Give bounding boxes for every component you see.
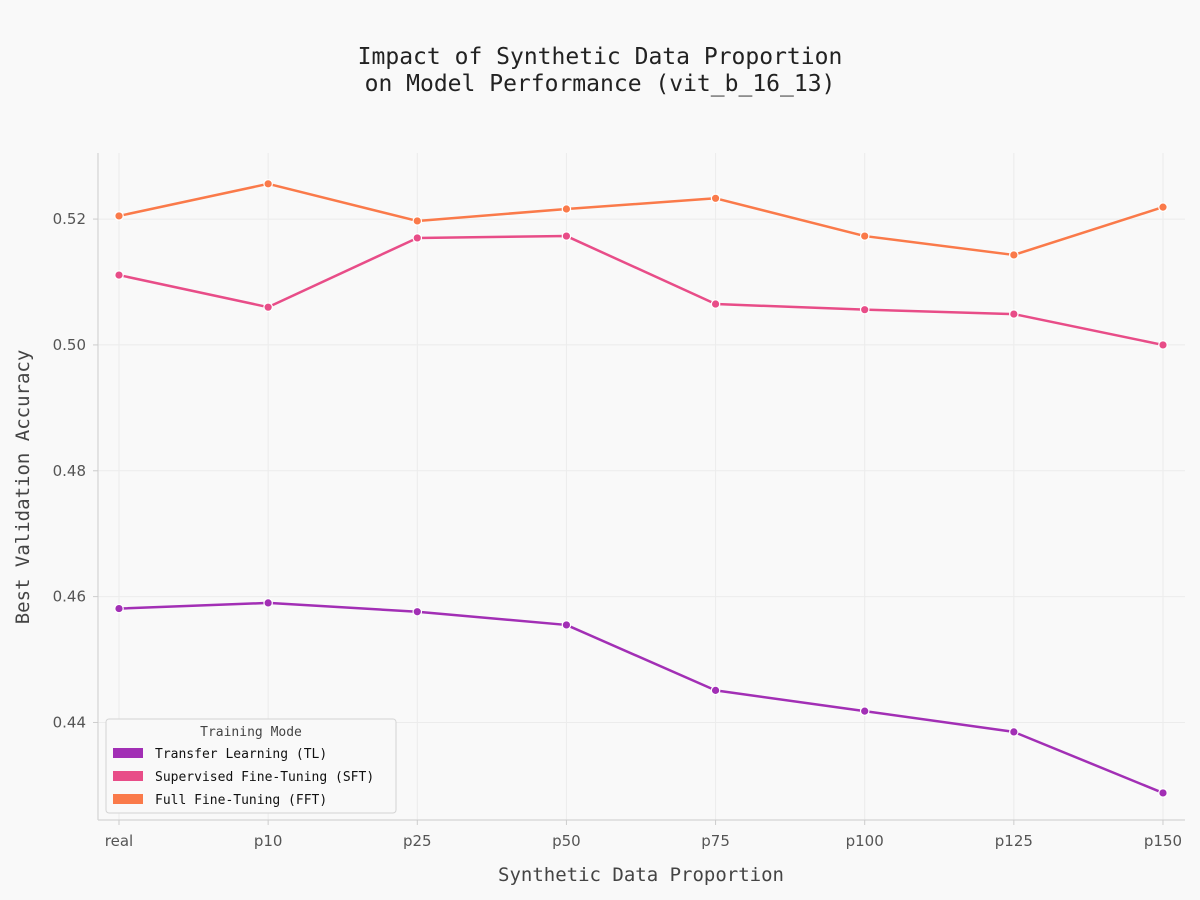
data-point [561,620,572,630]
x-tick-label: real [105,832,133,850]
y-tick-label: 0.46 [53,588,86,606]
data-point [859,706,870,716]
legend-label: Transfer Learning (TL) [155,747,327,762]
series-3 [114,179,1168,260]
data-point [412,233,423,243]
data-point [859,231,870,241]
data-point [1009,309,1019,319]
legend-swatch [113,748,143,758]
data-point [561,231,572,241]
chart-title-line-1: Impact of Synthetic Data Proportion [358,44,843,70]
chart-title-line-2: on Model Performance (vit_b_16_13) [365,71,836,97]
x-tick-label: p150 [1144,832,1182,850]
x-tick-label: p125 [995,832,1033,850]
series-line [117,234,1165,347]
data-point [114,270,124,280]
data-point [561,204,572,214]
series-1 [114,598,1168,798]
data-point [1158,202,1168,212]
y-axis-label: Best Validation Accuracy [12,350,34,625]
data-point [114,211,124,221]
data-point [263,598,273,608]
data-point [412,216,423,226]
data-point [710,193,721,204]
y-tick-label: 0.44 [53,713,86,731]
legend-items: Transfer Learning (TL) Supervised Fine-Tu… [113,747,374,808]
y-axis-ticks: 0.44 0.46 0.48 0.50 0.52 [53,210,98,731]
series-2 [114,231,1168,350]
x-axis-ticks: real p10 p25 p50 p75 p100 p125 p150 [105,820,1182,850]
legend: Training Mode Transfer Learning (TL) Supe… [105,718,397,814]
y-tick-label: 0.50 [53,336,86,354]
series-line [117,182,1165,257]
data-point [1158,788,1168,798]
series-line [117,601,1165,795]
chart-title: Impact of Synthetic Data Proportion on M… [358,44,843,97]
data-point [1009,250,1019,260]
legend-box [105,718,397,814]
data-point [1009,727,1019,737]
legend-label: Full Fine-Tuning (FFT) [155,793,327,808]
legend-swatch [113,771,143,781]
data-point [859,304,870,315]
legend-label: Supervised Fine-Tuning (SFT) [155,770,374,785]
x-axis-label: Synthetic Data Proportion [498,864,784,886]
data-point [1158,340,1168,350]
x-tick-label: p10 [254,832,283,850]
gridlines [98,153,1185,820]
data-point [710,685,721,696]
x-tick-label: p50 [552,832,581,850]
data-point [263,179,273,189]
data-point [412,606,423,617]
x-tick-label: p25 [403,832,432,850]
legend-title: Training Mode [200,725,302,740]
y-tick-label: 0.48 [53,462,86,480]
y-tick-label: 0.52 [53,210,86,228]
series-lines [114,179,1168,798]
x-tick-label: p100 [846,832,884,850]
data-point [114,603,124,614]
data-point [263,302,273,312]
legend-swatch [113,794,143,804]
x-tick-label: p75 [701,832,730,850]
data-point [710,299,721,309]
